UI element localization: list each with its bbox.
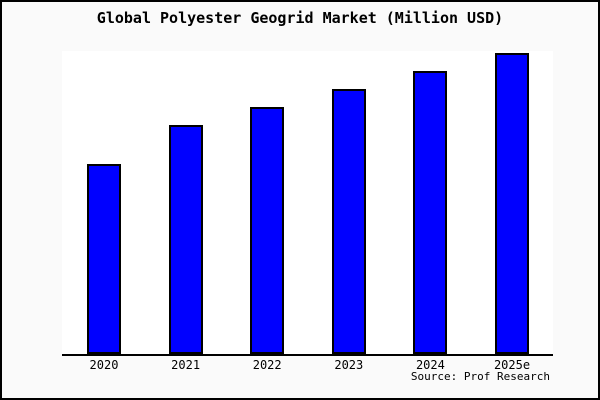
x-tick-label-2022: 2022 bbox=[252, 358, 282, 372]
bar-2020 bbox=[87, 164, 121, 354]
bar-2025e bbox=[495, 53, 529, 354]
x-axis-labels: 2020 2021 2022 2023 2024 2025e bbox=[62, 358, 553, 372]
bar-2021 bbox=[168, 125, 203, 354]
x-tick-label-2025e: 2025e bbox=[493, 358, 531, 372]
bar-2022 bbox=[250, 107, 285, 354]
bar-2024 bbox=[413, 71, 448, 354]
chart-title: Global Polyester Geogrid Market (Million… bbox=[96, 9, 504, 27]
plot-area bbox=[62, 51, 553, 356]
x-tick-label-2024: 2024 bbox=[415, 358, 445, 372]
bar-2023 bbox=[331, 89, 366, 354]
x-tick-label-2021: 2021 bbox=[171, 358, 201, 372]
x-tick-label-2020: 2020 bbox=[89, 358, 119, 372]
source-credit: Source: Prof Research bbox=[410, 370, 550, 383]
x-tick-label-2023: 2023 bbox=[334, 358, 364, 372]
